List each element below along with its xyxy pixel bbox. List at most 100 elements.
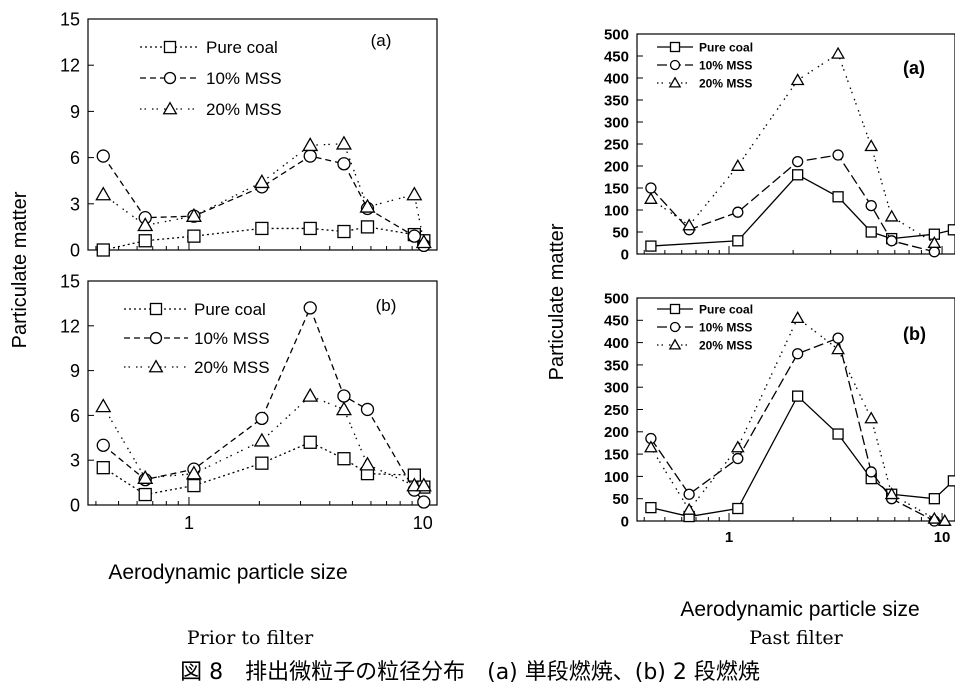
plot-frame [87,280,438,506]
data-point-0 [303,221,317,236]
data-point-2 [359,198,376,213]
y-tick-label: 0 [621,246,629,263]
y-tick-label: 400 [604,335,629,352]
data-point-2 [682,218,697,231]
data-point-0 [138,234,152,248]
data-point-2 [185,207,202,222]
data-point-1 [255,411,269,426]
data-point-0 [865,226,877,238]
series-line-2 [650,52,935,244]
data-point-0 [832,428,844,440]
series-line-1 [102,306,425,503]
legend-label-0: Pure coal [699,40,753,54]
data-point-2 [302,387,319,402]
y-tick-label: 450 [604,313,629,330]
y-tick-label: 50 [612,224,629,241]
y-tick-label: 15 [60,9,80,29]
data-point-2 [95,398,112,413]
legend-marker-0 [669,303,681,315]
data-point-2 [253,174,270,189]
left-caption: Prior to filter [187,627,314,649]
y-tick-label: 9 [70,361,80,381]
legend-label-1: 10% MSS [699,58,752,72]
data-point-2 [335,135,352,150]
legend-marker-1 [163,71,177,85]
y-tick-label: 300 [604,114,629,131]
y-tick-label: 500 [604,26,629,43]
data-point-2 [185,465,202,480]
data-point-1 [96,149,110,163]
data-point-2 [302,137,319,152]
y-tick-label: 0 [621,513,629,530]
legend-label-1: 10% MSS [699,320,752,334]
y-tick-label: 6 [70,406,80,426]
right-caption: Past filter [749,627,843,649]
y-tick-label: 150 [604,180,629,197]
data-point-0 [187,478,201,493]
data-point-2 [864,139,879,152]
legend-marker-0 [163,40,177,54]
legend-marker-2 [668,76,682,88]
chart-panel-3: 0 50 100 150 200 250 300 350 400 450 500 1 10 Pure co… [604,290,955,546]
data-point-0 [187,229,201,243]
left-xlabel: Aerodynamic particle size [108,561,347,584]
y-tick-label: 100 [604,469,629,486]
y-tick-label: 15 [60,271,80,291]
panel-label: (a) [371,31,392,50]
data-point-1 [792,155,804,168]
panel-label: (a) [903,58,925,78]
x-tick-label: 10 [413,513,433,533]
data-point-2 [884,209,899,222]
data-point-1 [360,402,375,417]
data-point-1 [303,301,317,315]
data-point-2 [790,311,805,324]
chart-panel-0: 0 3 6 9 12 15 Pure coal 10% MSS 20% MSS (a) [60,9,438,260]
y-tick-label: 200 [604,424,629,441]
data-point-1 [303,149,317,163]
y-tick-label: 12 [60,316,80,336]
legend-marker-1 [669,59,681,71]
y-tick-label: 3 [70,451,80,471]
legend-label-2: 20% MSS [194,358,270,377]
y-tick-label: 300 [604,380,629,397]
left-ylabel: Particulate matter [9,191,31,348]
data-point-2 [831,342,845,355]
data-point-2 [137,217,154,232]
data-point-2 [927,511,942,524]
data-point-2 [682,502,697,515]
data-point-1 [337,389,351,403]
data-point-0 [792,390,804,402]
legend-label-0: Pure coal [206,38,278,57]
data-point-2 [406,186,423,201]
data-point-0 [337,224,351,239]
data-point-0 [645,501,657,514]
panel-label: (b) [903,324,926,344]
y-tick-label: 0 [70,495,80,515]
y-tick-label: 100 [604,202,629,219]
y-tick-label: 450 [604,48,629,65]
data-point-1 [417,495,431,509]
data-point-1 [865,199,877,212]
data-point-1 [865,466,877,478]
data-point-0 [96,243,110,257]
data-point-0 [732,235,744,247]
data-point-0 [832,191,844,203]
data-point-1 [732,206,744,218]
data-point-1 [645,182,657,194]
y-tick-label: 200 [604,158,629,175]
series-line-0 [650,173,954,247]
data-point-0 [303,435,317,449]
data-point-2 [730,158,745,171]
data-point-1 [832,332,844,344]
data-point-0 [337,452,351,466]
data-point-0 [138,487,152,502]
legend-marker-1 [149,331,163,345]
y-tick-label: 250 [604,402,629,419]
data-point-0 [947,475,955,487]
x-tick-label: 10 [934,529,951,546]
legend-label-1: 10% MSS [206,69,282,88]
data-point-1 [96,438,110,452]
series-line-0 [650,395,954,518]
legend-marker-2 [148,359,164,373]
